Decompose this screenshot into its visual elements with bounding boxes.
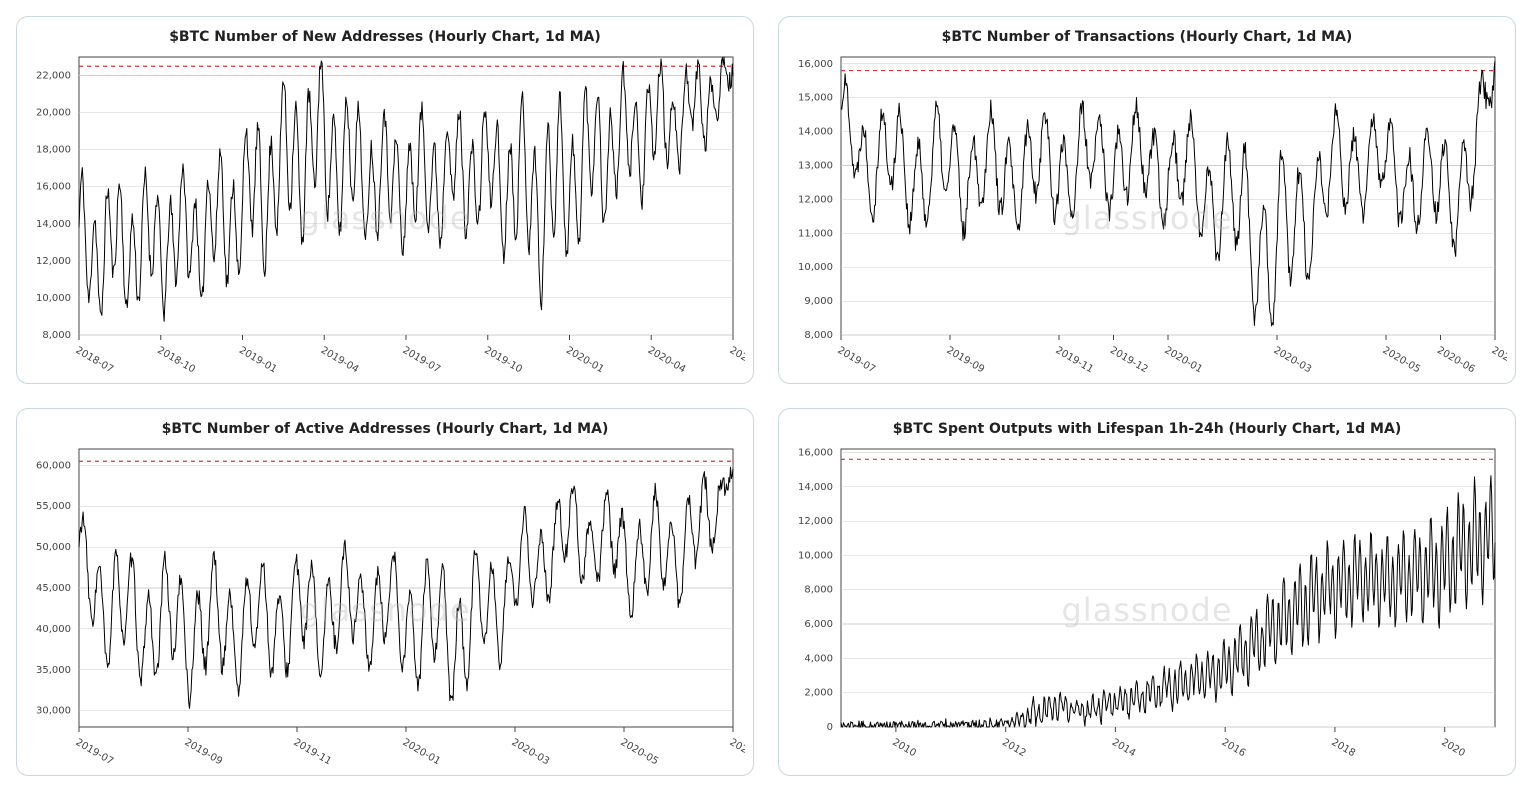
svg-text:14,000: 14,000	[36, 219, 71, 230]
svg-text:13,000: 13,000	[798, 160, 833, 171]
svg-text:16,000: 16,000	[798, 447, 833, 458]
svg-text:2020-01: 2020-01	[1163, 345, 1205, 375]
svg-text:12,000: 12,000	[798, 516, 833, 527]
chart-card-transactions: $BTC Number of Transactions (Hourly Char…	[778, 16, 1516, 384]
svg-text:16,000: 16,000	[798, 59, 833, 70]
svg-text:12,000: 12,000	[798, 194, 833, 205]
svg-text:2020-05: 2020-05	[1381, 345, 1423, 375]
svg-text:2012: 2012	[1000, 737, 1028, 759]
chart-title: $BTC Number of New Addresses (Hourly Cha…	[25, 29, 745, 45]
charts-grid: $BTC Number of New Addresses (Hourly Cha…	[0, 0, 1500, 792]
chart-card-new-addresses: $BTC Number of New Addresses (Hourly Cha…	[16, 16, 754, 384]
svg-text:2014: 2014	[1110, 737, 1138, 759]
svg-text:8,000: 8,000	[804, 330, 833, 341]
svg-text:2020: 2020	[1439, 737, 1467, 759]
svg-text:2019-07: 2019-07	[74, 737, 116, 767]
svg-text:2019-09: 2019-09	[183, 737, 225, 767]
svg-text:22,000: 22,000	[36, 71, 71, 82]
svg-text:2018-07: 2018-07	[74, 345, 116, 375]
svg-text:20,000: 20,000	[36, 108, 71, 119]
svg-text:45,000: 45,000	[36, 583, 71, 594]
svg-text:40,000: 40,000	[36, 624, 71, 635]
svg-text:0: 0	[827, 722, 833, 733]
svg-text:12,000: 12,000	[36, 256, 71, 267]
chart-svg-active-addresses: 30,000 35,000 40,000 45,000 50,000 55,000 60,0…	[25, 441, 745, 771]
svg-text:15,000: 15,000	[798, 93, 833, 104]
chart-title: $BTC Number of Transactions (Hourly Char…	[787, 29, 1507, 45]
svg-text:9,000: 9,000	[804, 296, 833, 307]
svg-text:2020-07: 2020-07	[728, 345, 746, 375]
svg-text:8,000: 8,000	[804, 585, 833, 596]
svg-text:2016: 2016	[1220, 737, 1248, 759]
svg-text:2020-04: 2020-04	[646, 345, 688, 375]
svg-text:2,000: 2,000	[804, 688, 833, 699]
svg-text:2020-03: 2020-03	[1272, 345, 1314, 375]
svg-text:2020-01: 2020-01	[564, 345, 606, 375]
svg-text:2019-04: 2019-04	[319, 345, 361, 375]
svg-text:2020-03: 2020-03	[510, 737, 552, 767]
svg-text:10,000: 10,000	[36, 293, 71, 304]
svg-text:2019-11: 2019-11	[1054, 345, 1096, 375]
svg-text:2020-07: 2020-07	[728, 737, 746, 767]
svg-text:2019-10: 2019-10	[482, 345, 524, 375]
chart-card-spent-outputs: $BTC Spent Outputs with Lifespan 1h-24h …	[778, 408, 1516, 776]
chart-card-active-addresses: $BTC Number of Active Addresses (Hourly …	[16, 408, 754, 776]
svg-text:11,000: 11,000	[798, 228, 833, 239]
chart-svg-transactions: 8,000 9,000 10,000 11,000 12,000 13,000 14,000…	[787, 49, 1507, 379]
svg-text:14,000: 14,000	[798, 482, 833, 493]
svg-text:30,000: 30,000	[36, 706, 71, 717]
svg-text:2019-07: 2019-07	[836, 345, 878, 375]
chart-title: $BTC Number of Active Addresses (Hourly …	[25, 421, 745, 437]
svg-text:35,000: 35,000	[36, 665, 71, 676]
svg-text:2019-07: 2019-07	[401, 345, 443, 375]
svg-text:50,000: 50,000	[36, 542, 71, 553]
svg-text:10,000: 10,000	[798, 550, 833, 561]
svg-text:2019-12: 2019-12	[1108, 345, 1150, 375]
svg-text:2020-01: 2020-01	[401, 737, 443, 767]
svg-text:2020-06: 2020-06	[1435, 345, 1477, 375]
svg-text:2019-09: 2019-09	[945, 345, 987, 375]
svg-text:2020-07: 2020-07	[1490, 345, 1508, 375]
svg-text:60,000: 60,000	[36, 460, 71, 471]
svg-text:2020-05: 2020-05	[619, 737, 661, 767]
svg-text:2018-10: 2018-10	[155, 345, 197, 375]
svg-text:10,000: 10,000	[798, 262, 833, 273]
svg-text:2019-11: 2019-11	[292, 737, 334, 767]
chart-title: $BTC Spent Outputs with Lifespan 1h-24h …	[787, 421, 1507, 437]
svg-text:55,000: 55,000	[36, 501, 71, 512]
svg-text:2010: 2010	[890, 737, 918, 759]
svg-text:18,000: 18,000	[36, 145, 71, 156]
svg-text:2019-01: 2019-01	[237, 345, 279, 375]
svg-text:16,000: 16,000	[36, 182, 71, 193]
svg-text:2018: 2018	[1329, 737, 1357, 759]
chart-svg-spent-outputs: 0 2,000 4,000 6,000 8,000 10,000 12,000 14,000 1…	[787, 441, 1507, 771]
svg-text:14,000: 14,000	[798, 127, 833, 138]
svg-text:4,000: 4,000	[804, 653, 833, 664]
svg-text:6,000: 6,000	[804, 619, 833, 630]
chart-svg-new-addresses: 8,000 10,000 12,000 14,000 16,000 18,000 20,00…	[25, 49, 745, 379]
svg-text:8,000: 8,000	[42, 330, 71, 341]
